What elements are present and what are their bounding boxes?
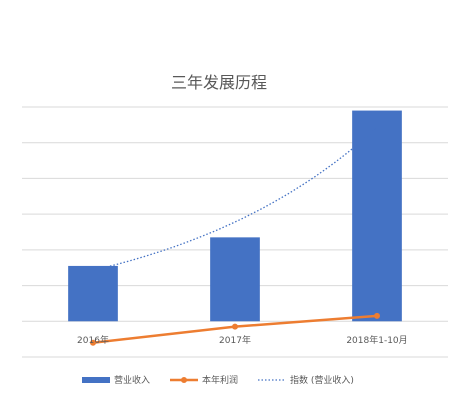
legend-item-1: 营业收入: [82, 374, 150, 386]
profit-point-3: [374, 312, 380, 319]
x-tick-label: 2018年1-10月: [346, 334, 407, 346]
x-tick-label: 2017年: [219, 334, 251, 346]
bar-3: [352, 110, 402, 322]
profit-line-series: [90, 312, 380, 346]
profit-point-1: [90, 339, 96, 346]
revenue-bars: [68, 110, 402, 322]
bar-2: [210, 237, 260, 322]
x-tick-label: 2016年: [77, 334, 109, 346]
legend-item-3: 指数 (营业收入): [258, 374, 354, 386]
bar-1: [68, 265, 118, 322]
x-axis-tick-labels: 2016年 2017年 2018年1-10月: [77, 334, 408, 346]
trendline-path: [92, 127, 378, 272]
legend-label: 指数 (营业收入): [290, 374, 354, 386]
legend-label: 营业收入: [114, 374, 150, 386]
legend-swatch-marker: [181, 377, 187, 383]
legend-swatch-bar: [82, 377, 110, 383]
chart-title: 三年发展历程: [171, 73, 267, 92]
legend-label: 本年利润: [202, 374, 238, 386]
legend-item-2: 本年利润: [170, 374, 238, 386]
trendline: [92, 127, 378, 272]
legend: 营业收入 本年利润 指数 (营业收入): [82, 374, 354, 386]
profit-point-2: [232, 323, 238, 330]
